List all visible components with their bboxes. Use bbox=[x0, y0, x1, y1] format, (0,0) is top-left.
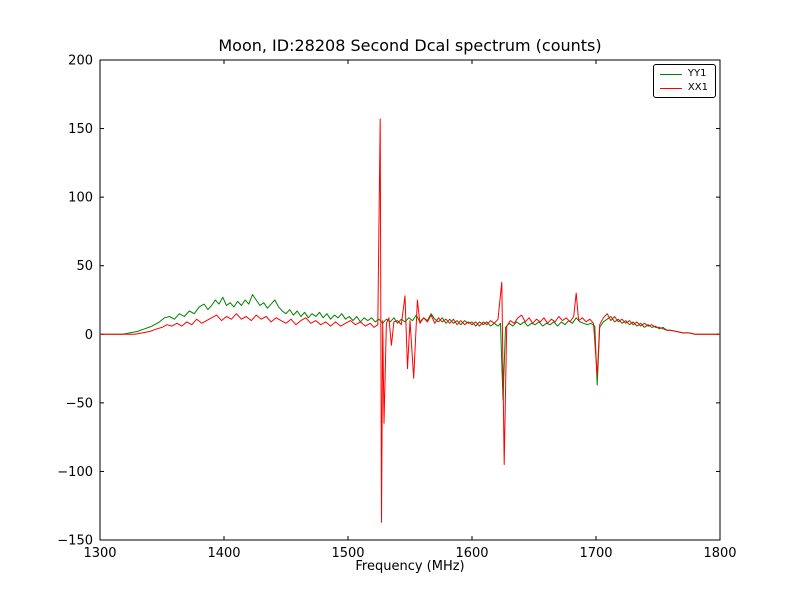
x-tick-label: 1300 bbox=[83, 546, 116, 561]
x-tick-label: 1800 bbox=[703, 546, 736, 561]
x-tick-label: 1400 bbox=[207, 546, 240, 561]
x-tick-label: 1600 bbox=[455, 546, 488, 561]
x-tick-label: 1500 bbox=[331, 546, 364, 561]
series-line-yy1 bbox=[100, 294, 720, 401]
legend-label: YY1 bbox=[687, 68, 707, 79]
y-tick-label: 150 bbox=[68, 122, 93, 137]
axes-frame bbox=[99, 59, 721, 541]
chart-title: Moon, ID:28208 Second Dcal spectrum (cou… bbox=[218, 36, 602, 55]
y-tick-label: −150 bbox=[57, 534, 93, 549]
legend: YY1 XX1 bbox=[652, 64, 716, 98]
y-tick-label: 0 bbox=[85, 328, 93, 343]
legend-entry-yy1: YY1 bbox=[659, 68, 708, 79]
series-line-xx1 bbox=[100, 118, 720, 523]
legend-label: XX1 bbox=[687, 82, 708, 93]
legend-line-swatch-yy1 bbox=[659, 73, 682, 75]
y-tick-label: 100 bbox=[68, 191, 93, 206]
x-axis-label: Frequency (MHz) bbox=[355, 559, 465, 574]
y-tick-label: −100 bbox=[57, 465, 93, 480]
legend-line-swatch-xx1 bbox=[659, 87, 682, 89]
y-tick-label: 200 bbox=[68, 54, 93, 69]
legend-entry-xx1: XX1 bbox=[659, 82, 708, 93]
y-tick-label: 50 bbox=[76, 259, 93, 274]
x-tick-label: 1700 bbox=[579, 546, 612, 561]
y-tick-label: −50 bbox=[66, 396, 93, 411]
